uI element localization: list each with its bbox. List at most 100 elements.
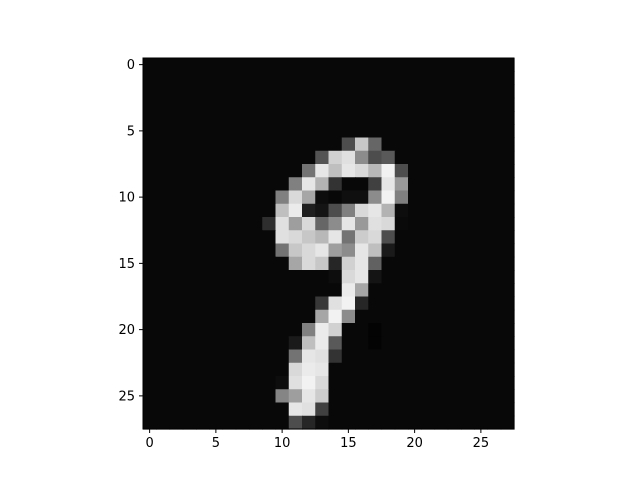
heatmap-cell [421,150,436,165]
heatmap-cell [315,230,330,245]
heatmap-cell [394,203,409,218]
heatmap-cell [196,84,210,99]
heatmap-cell [328,71,343,86]
heatmap-cell [487,71,502,86]
heatmap-cell [209,164,224,178]
heatmap-cell [288,217,303,231]
heatmap-cell [196,256,210,271]
heatmap-cell [182,164,197,178]
heatmap-cell [222,336,237,351]
heatmap-cell [196,402,210,417]
heatmap-cell [315,58,330,72]
heatmap-cell [368,309,383,324]
heatmap-cell [143,323,157,337]
heatmap-cell [434,283,449,298]
heatmap-cell [275,309,290,324]
heatmap-cell [156,203,171,218]
heatmap-cell [196,230,210,245]
heatmap-cell [328,203,343,218]
heatmap-cell [368,58,383,72]
heatmap-cell [500,309,515,324]
heatmap-cell [249,97,263,112]
heatmap-cell [315,349,330,364]
heatmap-cell [394,362,409,377]
heatmap-cell [182,230,197,245]
heatmap-cell [169,270,184,284]
heatmap-cell [487,97,502,112]
heatmap-cell [434,323,449,337]
heatmap-cell [381,111,396,125]
heatmap-cell [156,137,171,152]
heatmap-cell [341,150,356,165]
heatmap-cell [500,124,515,139]
heatmap-cell [302,243,316,258]
heatmap-cell [368,203,383,218]
heatmap-cell [249,84,263,99]
heatmap-cell [328,415,343,430]
heatmap-cell [461,177,475,192]
heatmap-cell [275,336,290,351]
heatmap-cell [421,164,436,178]
heatmap-cell [434,296,449,311]
heatmap-cell [368,243,383,258]
heatmap-cell [169,283,184,298]
heatmap-cell [249,190,263,205]
heatmap-cell [355,309,369,324]
heatmap-cell [487,362,502,377]
heatmap-cell [262,124,277,139]
heatmap-cell [421,230,436,245]
heatmap-cell [249,111,263,125]
heatmap-cell [249,336,263,351]
heatmap-cell [408,177,422,192]
heatmap-cell [408,203,422,218]
heatmap-cell [421,124,436,139]
heatmap-cell [421,349,436,364]
heatmap-cell [209,137,224,152]
heatmap-cell [474,296,489,311]
heatmap-cell [209,256,224,271]
heatmap-cell [487,336,502,351]
heatmap-cell [235,190,250,205]
heatmap-cell [408,349,422,364]
heatmap-cell [302,283,316,298]
heatmap-cell [302,203,316,218]
heatmap-cell [222,296,237,311]
heatmap-cell [315,190,330,205]
heatmap-cell [421,270,436,284]
heatmap-cell [196,190,210,205]
heatmap-cell [381,150,396,165]
heatmap-cell [249,323,263,337]
heatmap-cell [262,71,277,86]
heatmap-cell [500,164,515,178]
heatmap-cell [222,256,237,271]
heatmap-cell [315,402,330,417]
heatmap-cell [143,389,157,404]
heatmap-cell [394,58,409,72]
heatmap-cell [315,203,330,218]
heatmap-cell [209,217,224,231]
heatmap-cell [275,283,290,298]
heatmap-cell [275,124,290,139]
heatmap-cell [355,389,369,404]
heatmap-cell [355,283,369,298]
heatmap-cell [447,243,462,258]
heatmap-cell [182,111,197,125]
heatmap-cell [394,177,409,192]
heatmap-cell [421,296,436,311]
heatmap-cell [447,230,462,245]
heatmap-cell [182,256,197,271]
heatmap-cell [169,243,184,258]
heatmap-cell [381,190,396,205]
heatmap-cell [381,296,396,311]
heatmap-cell [421,217,436,231]
heatmap-cell [169,309,184,324]
heatmap-cell [235,362,250,377]
heatmap-cell [235,217,250,231]
heatmap-cell [394,164,409,178]
heatmap-cell [196,71,210,86]
heatmap-cell [235,71,250,86]
heatmap-cell [143,243,157,258]
heatmap-cell [315,376,330,390]
heatmap-cell [461,362,475,377]
